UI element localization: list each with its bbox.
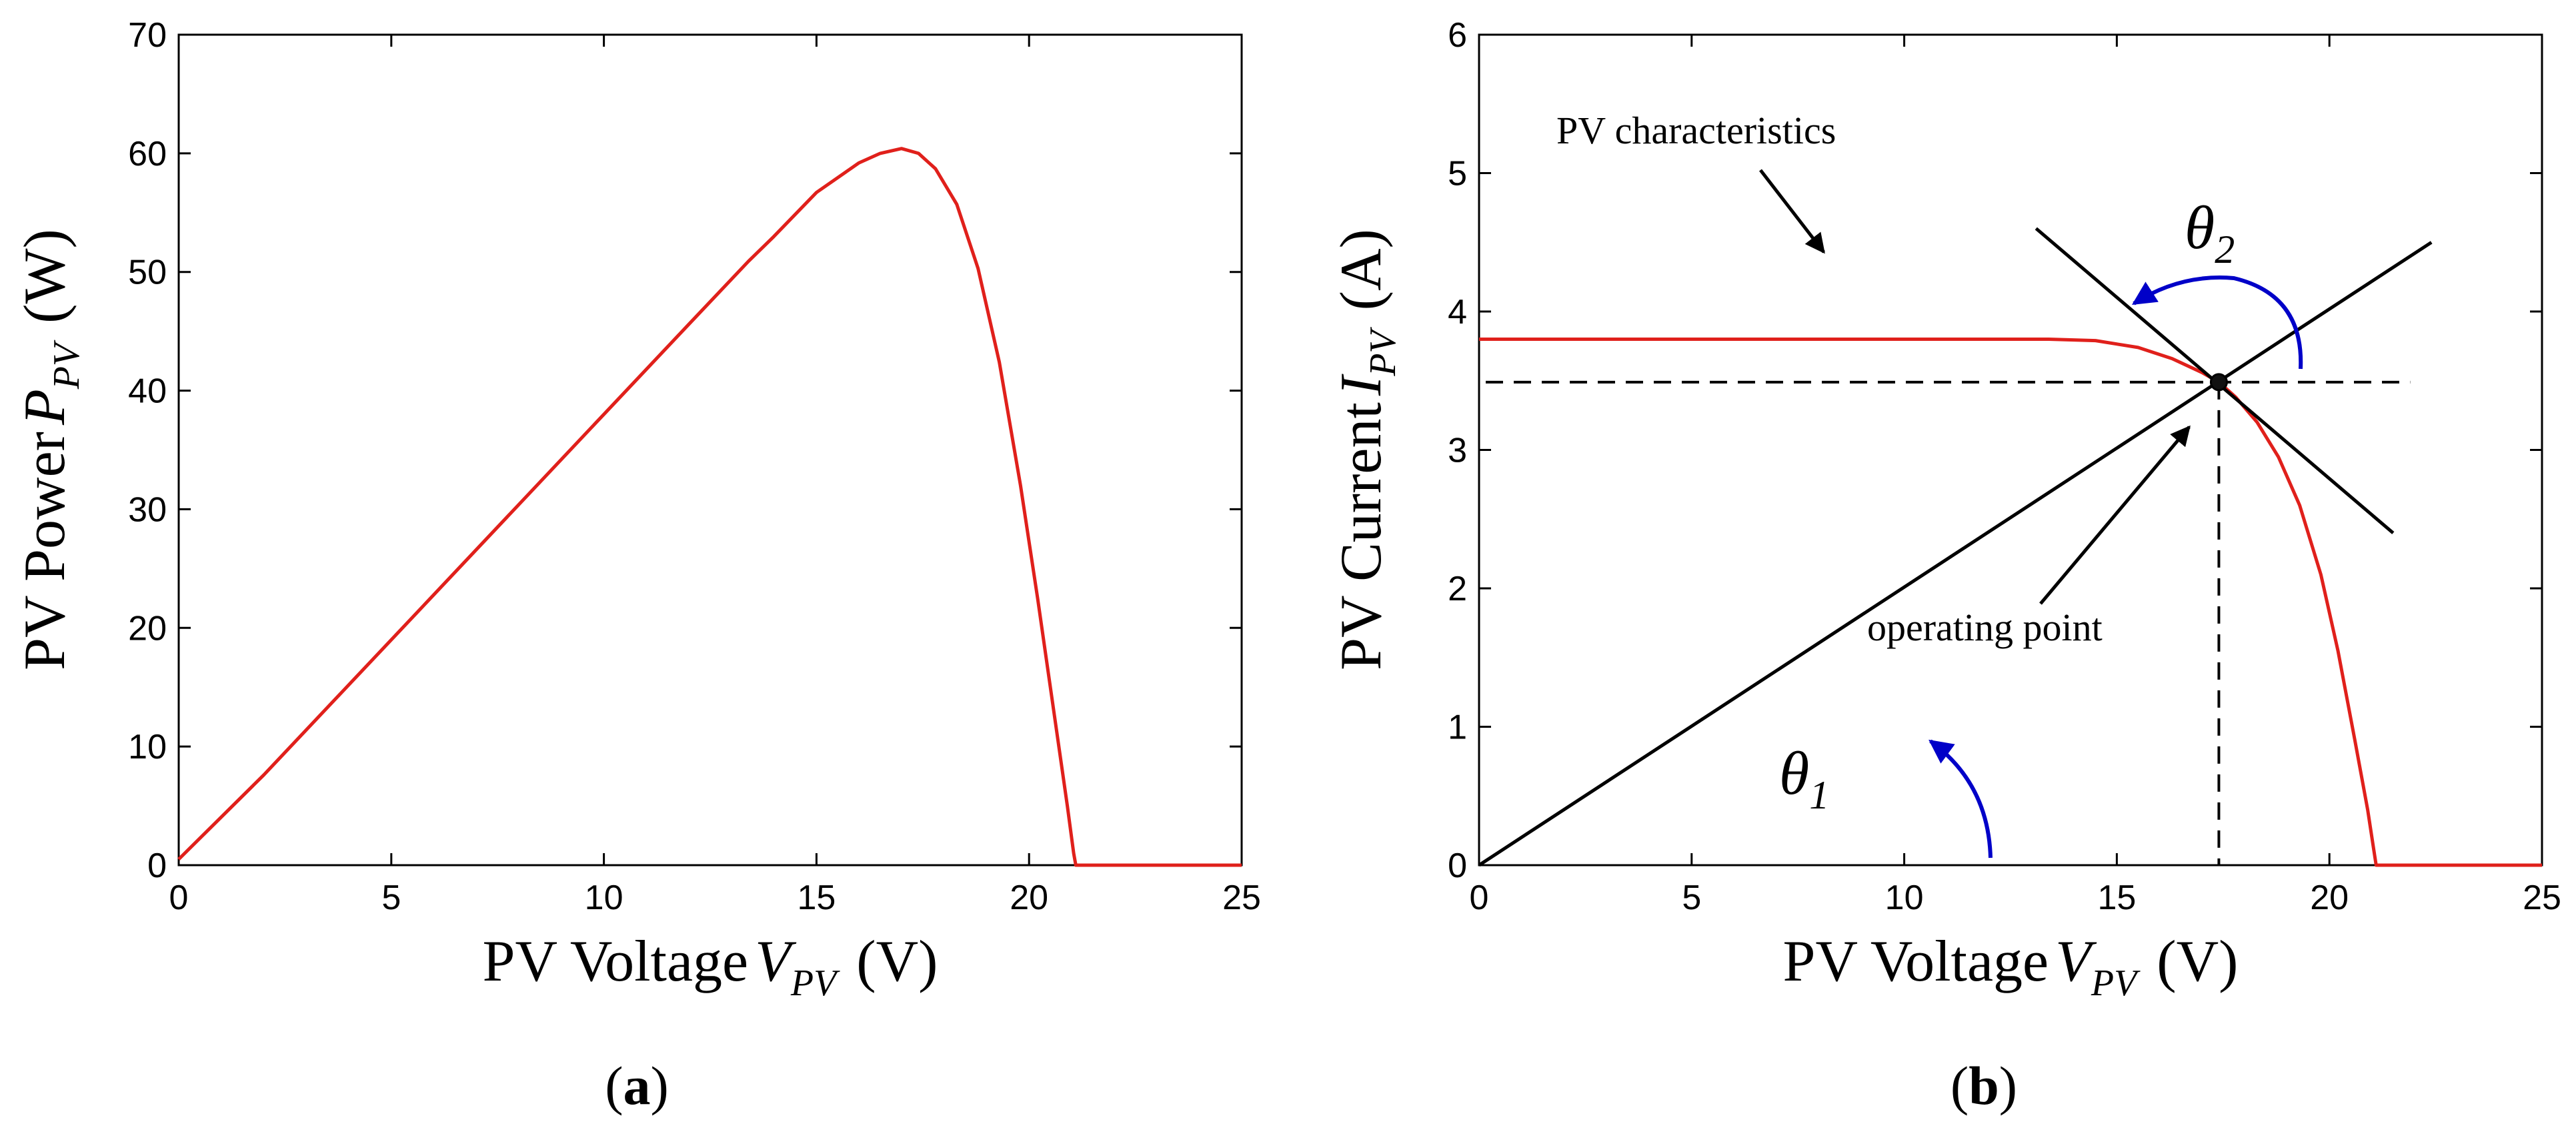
chart-b-y-tick-label: 5 [1448,155,1467,193]
chart-b-y-ticks: 0 1 2 3 4 5 6 [1448,16,2542,885]
chart-a-x-axis-label: PV Voltage VPV (V) [483,929,938,1004]
chart-b-y-axis-label: PV CurrentIPV(A) [1329,229,1404,670]
chart-a-y-tick-label: 20 [128,609,167,648]
chart-b-y-tick-label: 1 [1448,708,1467,747]
chart-a-series-group [177,147,1242,867]
chart-b-x-tick-label: 20 [2310,879,2349,917]
chart-a: 0 5 10 15 20 25 0 10 20 30 40 50 60 70 PV Voltage VPV… [13,16,1261,1116]
chart-b-x-tick-label: 15 [2097,879,2136,917]
chart-b-y-tick-label: 3 [1448,432,1467,470]
pv-characteristics-label: PV characteristics [1556,109,1836,152]
chart-a-plot-area [177,33,1243,867]
chart-a-x-tick-label: 5 [381,879,401,917]
chart-a-x-tick-label: 15 [797,879,836,917]
chart-b-y-tick-label: 4 [1448,293,1467,332]
theta2-label: θ2 [2185,193,2235,271]
chart-a-y-tick-label: 30 [128,490,167,529]
chart-b-x-ticks: 0 5 10 15 20 25 [1470,35,2561,917]
chart-b-pv-characteristics-line [1479,338,2542,867]
chart-a-x-tick-label: 20 [1010,879,1048,917]
chart-b-y-tick-label: 6 [1448,16,1467,55]
chart-a-panel-label: (a) [605,1055,669,1116]
chart-b-y-tick-label: 2 [1448,570,1467,608]
theta2-arc-arrow [2131,275,2303,370]
chart-b-panel-label: (b) [1951,1055,2017,1116]
chart-a-pv-power-line [177,147,1242,867]
chart-a-y-tick-label: 0 [147,846,167,885]
pv-characteristics-arrow [1759,169,1825,254]
chart-b: 0 5 10 15 20 25 0 1 2 3 4 5 6 PV characteristics op… [1329,16,2561,1116]
chart-a-x-tick-label: 0 [169,879,189,917]
chart-a-y-tick-label: 60 [128,135,167,173]
chart-b-x-tick-label: 5 [1682,879,1701,917]
theta1-label: θ1 [1779,739,1829,817]
theta1-arc-arrow [1928,739,1993,859]
chart-b-y-tick-label: 0 [1448,846,1467,885]
chart-a-y-axis-label: PV PowerPPV(W) [13,229,87,670]
chart-b-load-line-line [1478,241,2433,867]
chart-a-y-tick-label: 50 [128,253,167,292]
chart-b-x-tick-label: 0 [1470,879,1489,917]
chart-a-y-tick-label: 70 [128,16,167,55]
chart-b-x-axis-label: PV Voltage VPV (V) [1783,929,2239,1004]
chart-a-x-tick-label: 10 [585,879,623,917]
chart-b-guide-lines [1486,380,2411,865]
chart-b-plot-area [1478,33,2543,867]
chart-b-x-tick-label: 10 [1885,879,1924,917]
operating-point-arrow [2039,425,2191,605]
chart-b-x-tick-label: 25 [2523,879,2561,917]
operating-point-marker [2209,373,2228,392]
chart-a-y-tick-label: 10 [128,728,167,766]
chart-a-y-ticks: 0 10 20 30 40 50 60 70 [128,16,1242,885]
operating-point-label: operating point [1867,606,2103,649]
chart-b-series-group [1478,227,2542,867]
chart-a-x-tick-label: 25 [1222,879,1261,917]
chart-a-y-tick-label: 40 [128,372,167,411]
chart-a-x-ticks: 0 5 10 15 20 25 [169,35,1261,917]
